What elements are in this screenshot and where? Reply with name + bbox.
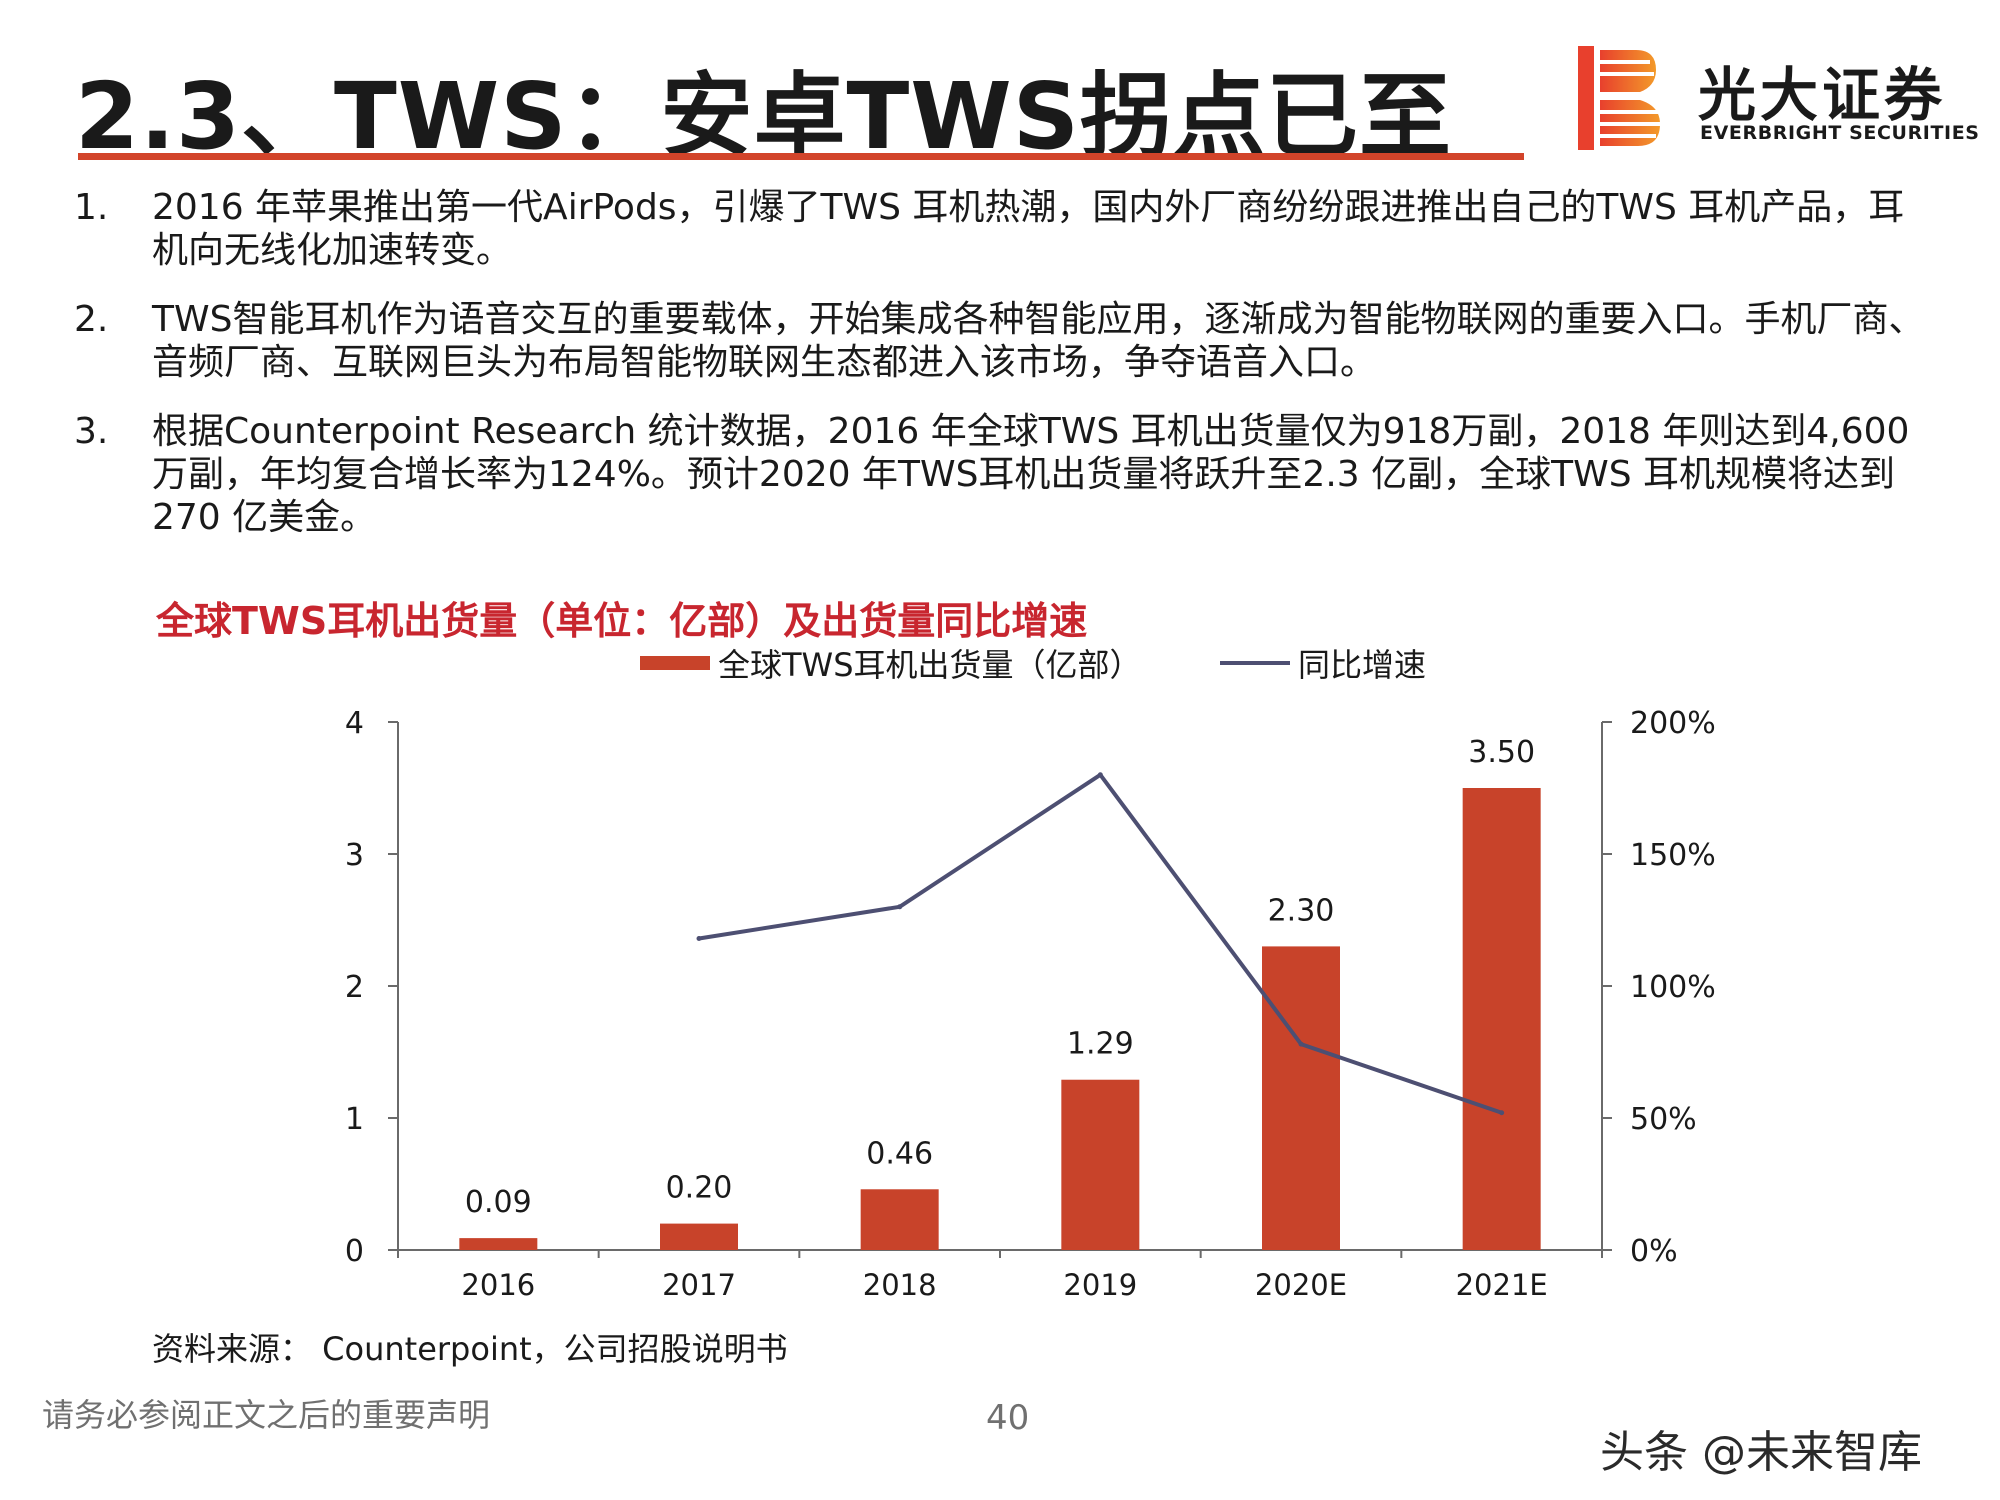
bar-value-label: 0.20 bbox=[666, 1171, 733, 1206]
bar bbox=[1462, 788, 1541, 1250]
right-tick-label: 100% bbox=[1630, 970, 1716, 1005]
bar bbox=[1061, 1079, 1140, 1250]
bullet-text: TWS智能耳机作为语音交互的重要载体，开始集成各种智能应用，逐渐成为智能物联网的… bbox=[152, 299, 1925, 383]
bar bbox=[860, 1189, 939, 1250]
left-tick-label: 3 bbox=[345, 838, 364, 873]
growth-point bbox=[897, 904, 903, 910]
title-underline bbox=[78, 153, 1524, 160]
chart-title: 全球TWS耳机出货量（单位：亿部）及出货量同比增速 bbox=[156, 599, 1088, 643]
bar-value-label: 0.46 bbox=[866, 1136, 933, 1171]
left-tick-label: 2 bbox=[345, 970, 364, 1005]
x-tick-label: 2019 bbox=[1063, 1268, 1137, 1302]
x-tick-label: 2018 bbox=[863, 1268, 937, 1302]
logo-name-cn: 光大证券 bbox=[1698, 61, 1947, 129]
growth-line bbox=[698, 772, 1503, 1115]
legend-label-shipments: 全球TWS耳机出货量（亿部） bbox=[718, 646, 1142, 684]
x-tick-label: 2016 bbox=[461, 1268, 535, 1302]
bullet-number: 1. bbox=[74, 187, 109, 228]
growth-point bbox=[696, 935, 702, 941]
x-tick-label: 2020E bbox=[1255, 1268, 1347, 1302]
bar-value-label: 2.30 bbox=[1268, 893, 1335, 928]
left-tick-label: 4 bbox=[345, 706, 364, 741]
bullet-point: 3. 根据Counterpoint Research 统计数据，2016 年全球… bbox=[74, 410, 1934, 539]
bullet-number: 3. bbox=[74, 411, 109, 452]
bullet-text: 根据Counterpoint Research 统计数据，2016 年全球TWS… bbox=[152, 411, 1910, 538]
bar bbox=[1262, 946, 1340, 1250]
bullet-point: 1. 2016 年苹果推出第一代AirPods，引爆了TWS 耳机热潮，国内外厂… bbox=[74, 186, 1934, 272]
bar-value-label: 3.50 bbox=[1468, 735, 1535, 770]
bullet-number: 2. bbox=[74, 299, 109, 340]
right-tick-label: 0% bbox=[1630, 1234, 1678, 1269]
growth-point bbox=[1298, 1041, 1304, 1047]
bar bbox=[660, 1223, 738, 1250]
right-tick-label: 50% bbox=[1630, 1102, 1697, 1137]
bullet-points: 1. 2016 年苹果推出第一代AirPods，引爆了TWS 耳机热潮，国内外厂… bbox=[74, 186, 1934, 565]
disclaimer-note: 请务必参阅正文之后的重要声明 bbox=[42, 1396, 491, 1434]
page-number: 40 bbox=[986, 1398, 1030, 1438]
company-logo: 光大证券 EVERBRIGHT SECURITIES bbox=[1578, 46, 1980, 156]
bar-value-label: 1.29 bbox=[1067, 1027, 1134, 1062]
page-title: 2.3、TWS：安卓TWS拐点已至 bbox=[75, 63, 1452, 170]
x-tick-label: 2021E bbox=[1456, 1268, 1548, 1302]
bar-value-label: 0.09 bbox=[465, 1185, 532, 1220]
bullet-point: 2. TWS智能耳机作为语音交互的重要载体，开始集成各种智能应用，逐渐成为智能物… bbox=[74, 298, 1934, 384]
data-source: 资料来源： Counterpoint，公司招股说明书 bbox=[152, 1330, 788, 1368]
growth-point bbox=[1097, 772, 1103, 778]
bar bbox=[459, 1238, 538, 1250]
legend-item-shipments: 全球TWS耳机出货量（亿部） bbox=[640, 640, 1142, 686]
logo-name-en: EVERBRIGHT SECURITIES bbox=[1700, 122, 1980, 144]
legend-label-growth: 同比增速 bbox=[1298, 646, 1427, 684]
left-tick-label: 0 bbox=[345, 1234, 364, 1269]
bullet-text: 2016 年苹果推出第一代AirPods，引爆了TWS 耳机热潮，国内外厂商纷纷… bbox=[152, 187, 1905, 271]
legend-line-swatch bbox=[1220, 661, 1290, 665]
right-tick-label: 200% bbox=[1630, 706, 1716, 741]
watermark: 头条 @未来智库 bbox=[1600, 1427, 1922, 1478]
shipment-chart: 0 1 2 3 4 0% 50% 100% 150% 200% 2016 2017 2018 2019 20… bbox=[345, 706, 1716, 1302]
growth-point bbox=[1499, 1110, 1505, 1116]
right-tick-label: 150% bbox=[1630, 838, 1716, 873]
legend-bar-swatch bbox=[640, 656, 710, 670]
left-tick-label: 1 bbox=[345, 1102, 364, 1137]
legend-item-growth: 同比增速 bbox=[1220, 640, 1426, 686]
x-tick-label: 2017 bbox=[662, 1268, 736, 1302]
everbright-logo-icon bbox=[1578, 46, 1660, 150]
